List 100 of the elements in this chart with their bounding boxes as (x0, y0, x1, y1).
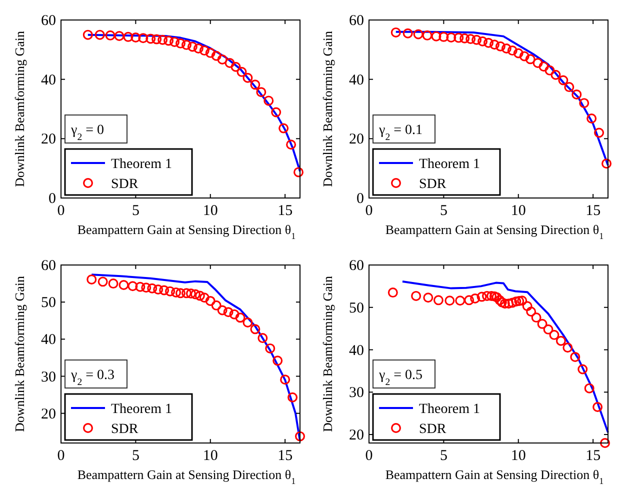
x-tick-label: 5 (132, 448, 140, 464)
point (584, 383, 594, 394)
point (170, 36, 180, 47)
y-tick-label: 40 (349, 72, 364, 88)
point (564, 82, 574, 92)
point (230, 62, 241, 72)
x-tick-label: 15 (278, 448, 293, 464)
point (147, 283, 158, 294)
point (171, 287, 182, 298)
point (265, 343, 276, 354)
point (288, 392, 298, 402)
point (98, 276, 108, 287)
x-tick-label: 15 (278, 203, 293, 219)
x-tick-label: 15 (586, 448, 601, 464)
point (390, 27, 401, 38)
point (82, 30, 93, 40)
point (486, 290, 496, 301)
point (602, 158, 612, 169)
y-axis-title: Downlink Beamforming Gain (12, 276, 27, 432)
point (211, 300, 222, 310)
point (482, 290, 492, 301)
point (537, 318, 548, 329)
legend-label: Theorem 1 (111, 402, 172, 417)
point (519, 51, 530, 62)
y-tick-label: 30 (349, 385, 364, 402)
y-tick-label: 40 (41, 332, 56, 348)
x-tick-label: 15 (586, 203, 601, 219)
legend-label: Theorem 1 (419, 157, 480, 172)
point (476, 292, 487, 302)
x-tick-label: 5 (132, 203, 140, 219)
point (538, 62, 549, 72)
point (186, 288, 196, 299)
point (141, 282, 152, 293)
y-axis-title: Downlink Beamforming Gain (12, 30, 27, 187)
point (250, 80, 260, 90)
point (570, 352, 580, 362)
x-tick-label: 10 (510, 203, 526, 219)
point (280, 374, 290, 385)
y-tick-label: 60 (41, 258, 56, 274)
point (526, 306, 536, 317)
point (578, 364, 588, 374)
point (294, 167, 304, 178)
y-tick-label: 40 (41, 72, 56, 88)
point (165, 286, 176, 296)
annotation: γ$_{2}$ = 0.5 (378, 368, 422, 388)
point (460, 33, 470, 44)
point (138, 33, 148, 44)
point (159, 285, 170, 296)
point (176, 288, 186, 298)
point (152, 34, 162, 44)
y-tick-label: 20 (349, 428, 364, 444)
point (433, 295, 444, 306)
point (550, 70, 561, 80)
point (271, 107, 282, 118)
point (205, 48, 216, 58)
point (413, 29, 424, 40)
point (135, 282, 146, 292)
y-tick-label: 20 (349, 132, 364, 148)
point (250, 324, 260, 334)
annotation: γ$_{2}$ = 0.3 (70, 368, 114, 388)
point (272, 356, 283, 366)
point (489, 40, 500, 50)
point (514, 296, 524, 306)
x-tick-label: 10 (202, 448, 218, 464)
point (423, 292, 434, 303)
point (501, 43, 512, 54)
point (388, 288, 398, 298)
point (278, 123, 289, 134)
point (242, 317, 253, 328)
point (181, 288, 192, 298)
point (108, 278, 118, 289)
point (224, 58, 235, 68)
point (217, 54, 228, 64)
legend-label: SDR (111, 422, 139, 437)
y-tick-label: 60 (349, 13, 364, 29)
x-tick-label: 10 (510, 448, 526, 464)
point (295, 431, 305, 442)
point (190, 289, 200, 300)
point (193, 43, 204, 54)
point (286, 140, 296, 150)
point (229, 309, 240, 320)
legend-label: SDR (419, 422, 447, 437)
point (495, 41, 506, 52)
y-tick-label: 0 (356, 191, 364, 207)
legend-label: SDR (419, 177, 447, 192)
point (235, 312, 246, 323)
point (422, 30, 432, 40)
point (543, 324, 554, 334)
point (236, 66, 247, 77)
point (86, 274, 97, 284)
point (556, 336, 566, 346)
point (549, 330, 560, 340)
x-tick-label: 10 (202, 203, 218, 219)
point (600, 438, 610, 448)
point (158, 34, 168, 45)
point (544, 65, 555, 76)
point (579, 98, 590, 108)
point (264, 96, 274, 106)
point (187, 42, 198, 52)
legend-label: Theorem 1 (111, 157, 172, 172)
